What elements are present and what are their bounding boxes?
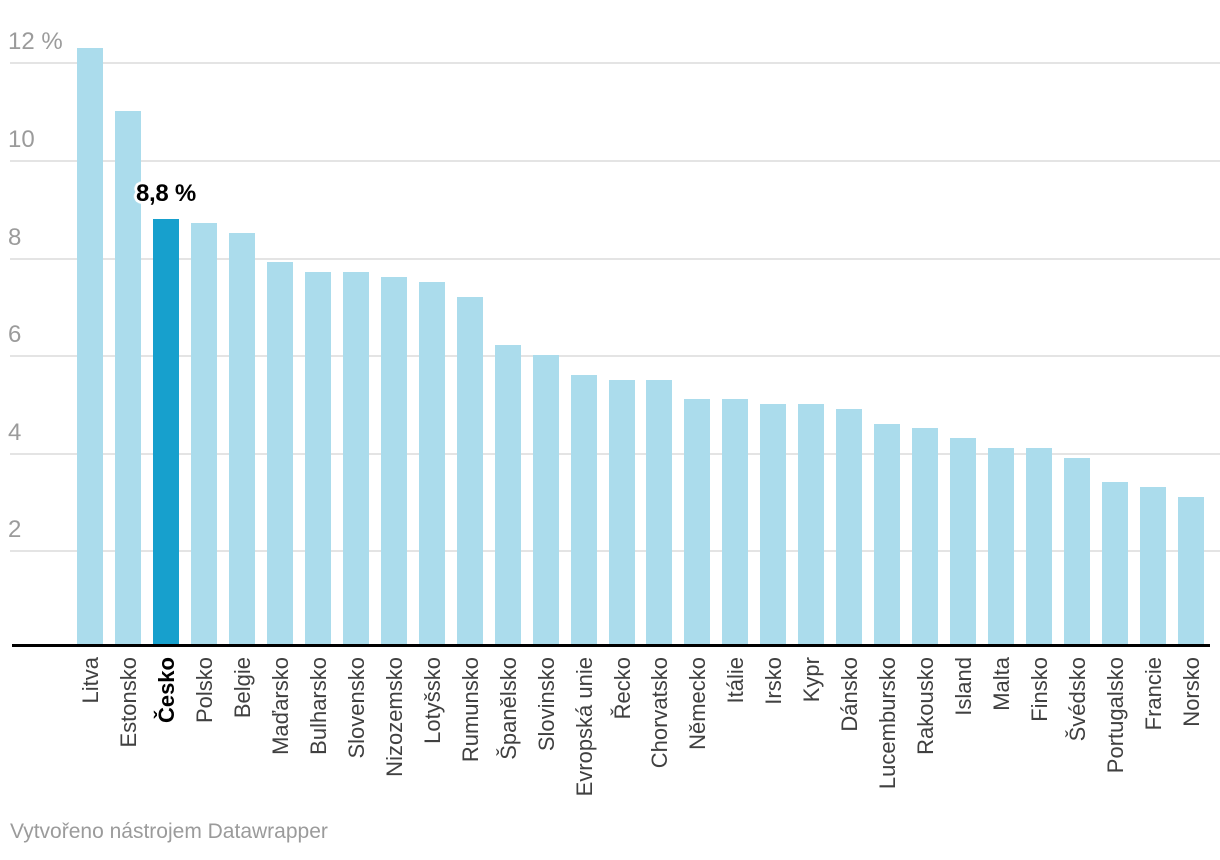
bar: [494, 345, 521, 645]
bar: [836, 408, 863, 645]
bar: [684, 399, 711, 645]
x-axis-label: Slovensko: [343, 657, 369, 759]
x-axis-label: Evropská unie: [571, 657, 597, 797]
bar: [1140, 486, 1167, 645]
bar: [342, 272, 369, 645]
bar: [77, 47, 103, 645]
x-axis-label: Island: [951, 657, 977, 716]
x-axis-label: Malta: [989, 657, 1015, 711]
y-axis-tick-label: 12 %: [8, 28, 63, 56]
x-axis-label: Portugalsko: [1103, 657, 1129, 774]
gridline: [10, 62, 1220, 65]
gridline: [10, 355, 1220, 358]
x-axis-label: Rakousko: [913, 657, 939, 755]
bar: [1102, 482, 1129, 645]
x-axis-label: Francie: [1141, 657, 1167, 731]
bar-highlight: [152, 218, 179, 645]
x-axis-label: Německo: [685, 657, 711, 750]
x-axis-label: Irsko: [761, 657, 787, 705]
bar: [646, 379, 673, 645]
bar: [1064, 457, 1091, 645]
bar: [532, 355, 559, 645]
bar: [190, 223, 217, 645]
bar: [760, 404, 787, 645]
x-axis-label: Rumunsko: [457, 657, 483, 763]
bar: [456, 296, 483, 645]
attribution-text: Vytvořeno nástrojem Datawrapper: [10, 820, 328, 843]
x-axis-label: Kypr: [799, 657, 825, 703]
bar: [114, 111, 141, 645]
x-axis-label: Řecko: [609, 657, 635, 720]
y-axis-tick-label: 10: [8, 126, 35, 153]
y-axis-tick-label: 6: [8, 321, 22, 349]
x-axis-label: Lotyšsko: [419, 657, 445, 744]
bar: [266, 262, 293, 645]
x-axis-label: Španělsko: [495, 657, 521, 760]
y-axis-tick-label: 8: [8, 223, 22, 251]
gridline: [10, 160, 1220, 162]
bar: [988, 447, 1015, 645]
bar: [722, 399, 749, 645]
x-axis-label: Norsko: [1179, 657, 1204, 727]
x-axis-label: Itálie: [723, 657, 749, 704]
gridline: [10, 257, 1220, 260]
highlight-value-label: 8,8 %: [135, 180, 196, 207]
bar: [304, 272, 331, 645]
bar: [418, 282, 445, 645]
x-axis-label: Finsko: [1027, 657, 1053, 722]
bar: [380, 277, 407, 645]
y-axis-tick-label: 2: [8, 516, 22, 544]
bar: [874, 423, 901, 645]
x-axis-label: Lucembursko: [875, 657, 901, 790]
bar: [570, 374, 597, 645]
y-axis-tick-label: 4: [8, 418, 22, 446]
bar: [912, 428, 939, 645]
x-axis-label: Chorvatsko: [647, 657, 673, 769]
x-axis-label: Nizozemsko: [381, 657, 407, 777]
bar: [950, 438, 977, 645]
bar: [608, 379, 635, 645]
bar: [228, 233, 255, 645]
bar: [798, 404, 825, 645]
bar: [1178, 496, 1204, 645]
x-axis-label: Dánsko: [837, 657, 863, 732]
x-axis-label: Švédsko: [1065, 657, 1091, 742]
bar: [1026, 447, 1053, 645]
x-axis-label: Slovinsko: [533, 657, 559, 752]
x-axis-line: [12, 644, 1210, 647]
